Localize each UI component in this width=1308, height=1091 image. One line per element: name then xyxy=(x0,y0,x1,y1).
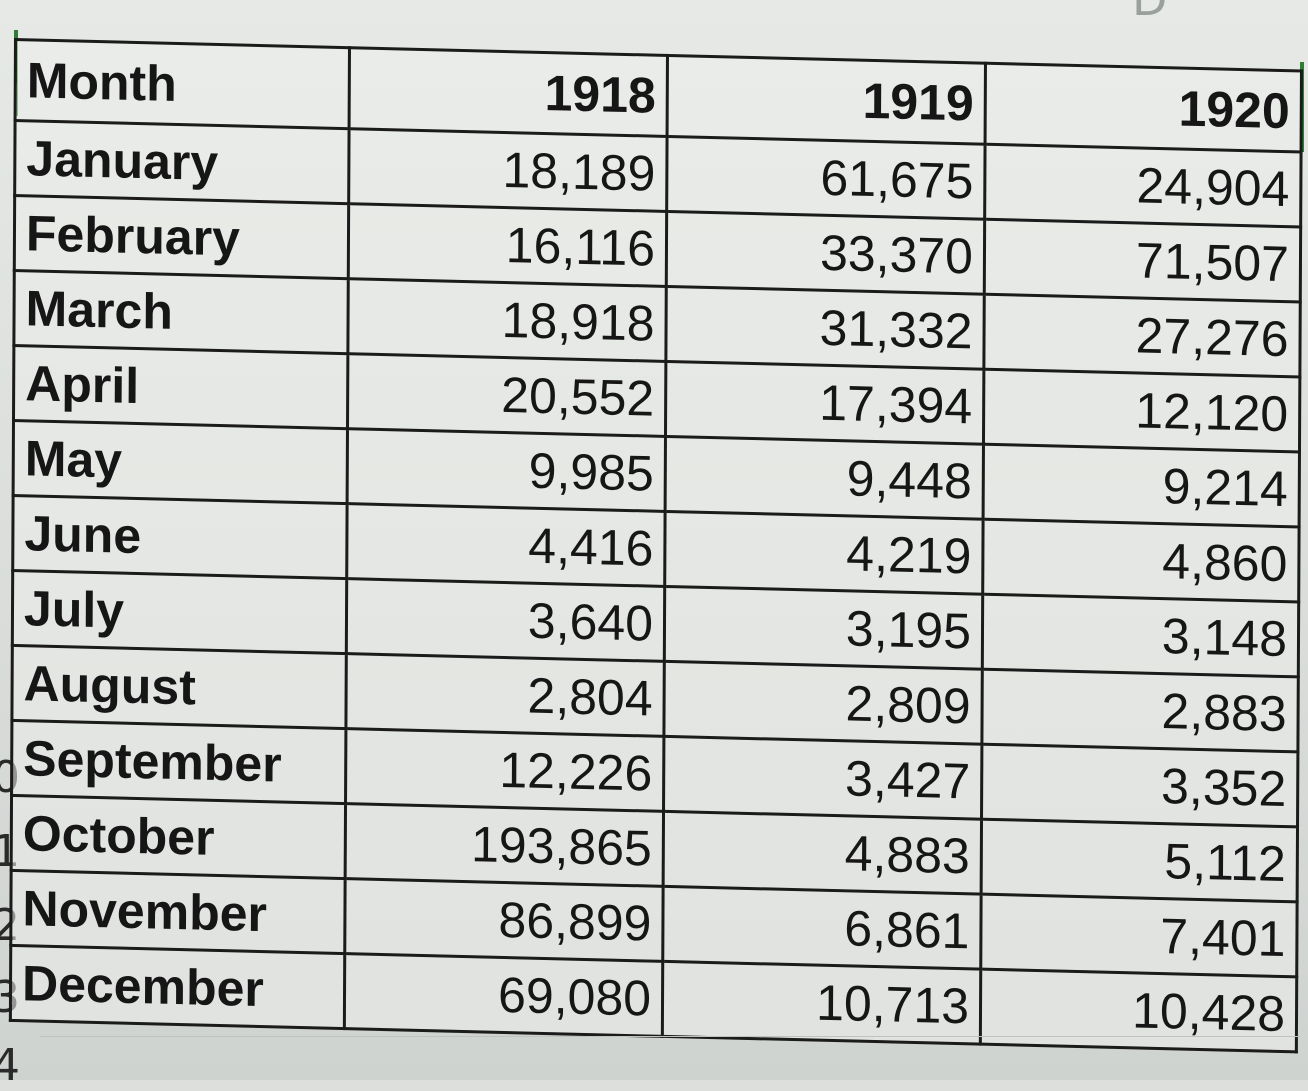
value-cell[interactable]: 71,507 xyxy=(984,219,1301,302)
value-cell[interactable]: 16,116 xyxy=(348,203,667,287)
value-cell[interactable]: 12,226 xyxy=(345,728,664,812)
value-cell[interactable]: 4,883 xyxy=(663,811,982,895)
value-cell[interactable]: 4,860 xyxy=(982,519,1300,602)
value-cell[interactable]: 27,276 xyxy=(983,294,1301,377)
empty-row[interactable] xyxy=(40,1036,1300,1081)
value-cell[interactable]: 9,985 xyxy=(347,428,666,512)
month-cell[interactable]: January xyxy=(14,120,350,204)
data-table: Month 1918 1919 1920 January 18,189 61,6… xyxy=(9,38,1303,1053)
month-cell[interactable]: April xyxy=(13,345,348,429)
value-cell[interactable]: 3,427 xyxy=(663,736,982,820)
value-cell[interactable]: 2,809 xyxy=(663,661,983,745)
month-cell[interactable]: May xyxy=(13,420,348,504)
value-cell[interactable]: 9,214 xyxy=(983,444,1300,527)
month-cell[interactable]: August xyxy=(11,645,347,729)
month-cell[interactable]: October xyxy=(11,795,346,879)
header-cell-month[interactable]: Month xyxy=(15,39,350,129)
value-cell[interactable]: 3,352 xyxy=(981,744,1298,827)
value-cell[interactable]: 69,080 xyxy=(344,953,663,1037)
value-cell[interactable]: 7,401 xyxy=(980,894,1298,977)
value-cell[interactable]: 17,394 xyxy=(665,361,984,445)
value-cell[interactable]: 18,918 xyxy=(347,278,667,362)
month-cell[interactable]: September xyxy=(11,720,346,804)
value-cell[interactable]: 9,448 xyxy=(665,436,984,520)
header-cell-year[interactable]: 1918 xyxy=(349,47,668,137)
value-cell[interactable]: 33,370 xyxy=(666,211,985,295)
value-cell[interactable]: 2,883 xyxy=(981,669,1299,752)
value-cell[interactable]: 5,112 xyxy=(981,819,1298,902)
value-cell[interactable]: 4,219 xyxy=(664,511,984,595)
month-cell[interactable]: June xyxy=(12,495,348,579)
month-cell[interactable]: February xyxy=(14,195,349,279)
value-cell[interactable]: 3,640 xyxy=(346,578,665,662)
spreadsheet-range: Month 1918 1919 1920 January 18,189 61,6… xyxy=(9,38,1303,1065)
value-cell[interactable]: 18,189 xyxy=(348,128,668,212)
value-cell[interactable]: 31,332 xyxy=(665,286,985,370)
value-cell[interactable]: 3,195 xyxy=(664,586,983,670)
month-cell[interactable]: July xyxy=(12,570,347,654)
column-header-strip: D xyxy=(0,0,1308,26)
value-cell[interactable]: 86,899 xyxy=(344,878,664,962)
value-cell[interactable]: 193,865 xyxy=(345,803,664,887)
column-letter-d[interactable]: D xyxy=(1132,0,1167,26)
selection-edge-indicator xyxy=(1300,62,1304,152)
row-number[interactable]: 4 xyxy=(0,1040,20,1091)
value-cell[interactable]: 10,713 xyxy=(662,961,981,1045)
month-cell[interactable]: March xyxy=(13,270,349,354)
month-cell[interactable]: December xyxy=(10,945,345,1029)
value-cell[interactable]: 61,675 xyxy=(666,136,986,220)
value-cell[interactable]: 20,552 xyxy=(347,353,666,437)
value-cell[interactable]: 6,861 xyxy=(662,886,982,970)
value-cell[interactable]: 3,148 xyxy=(982,594,1299,677)
value-cell[interactable]: 12,120 xyxy=(983,369,1300,452)
value-cell[interactable]: 4,416 xyxy=(346,503,666,587)
value-cell[interactable]: 24,904 xyxy=(984,144,1302,227)
month-cell[interactable]: November xyxy=(10,870,346,954)
value-cell[interactable]: 2,804 xyxy=(345,653,665,737)
header-cell-year[interactable]: 1920 xyxy=(985,63,1302,152)
header-cell-year[interactable]: 1919 xyxy=(667,55,986,145)
